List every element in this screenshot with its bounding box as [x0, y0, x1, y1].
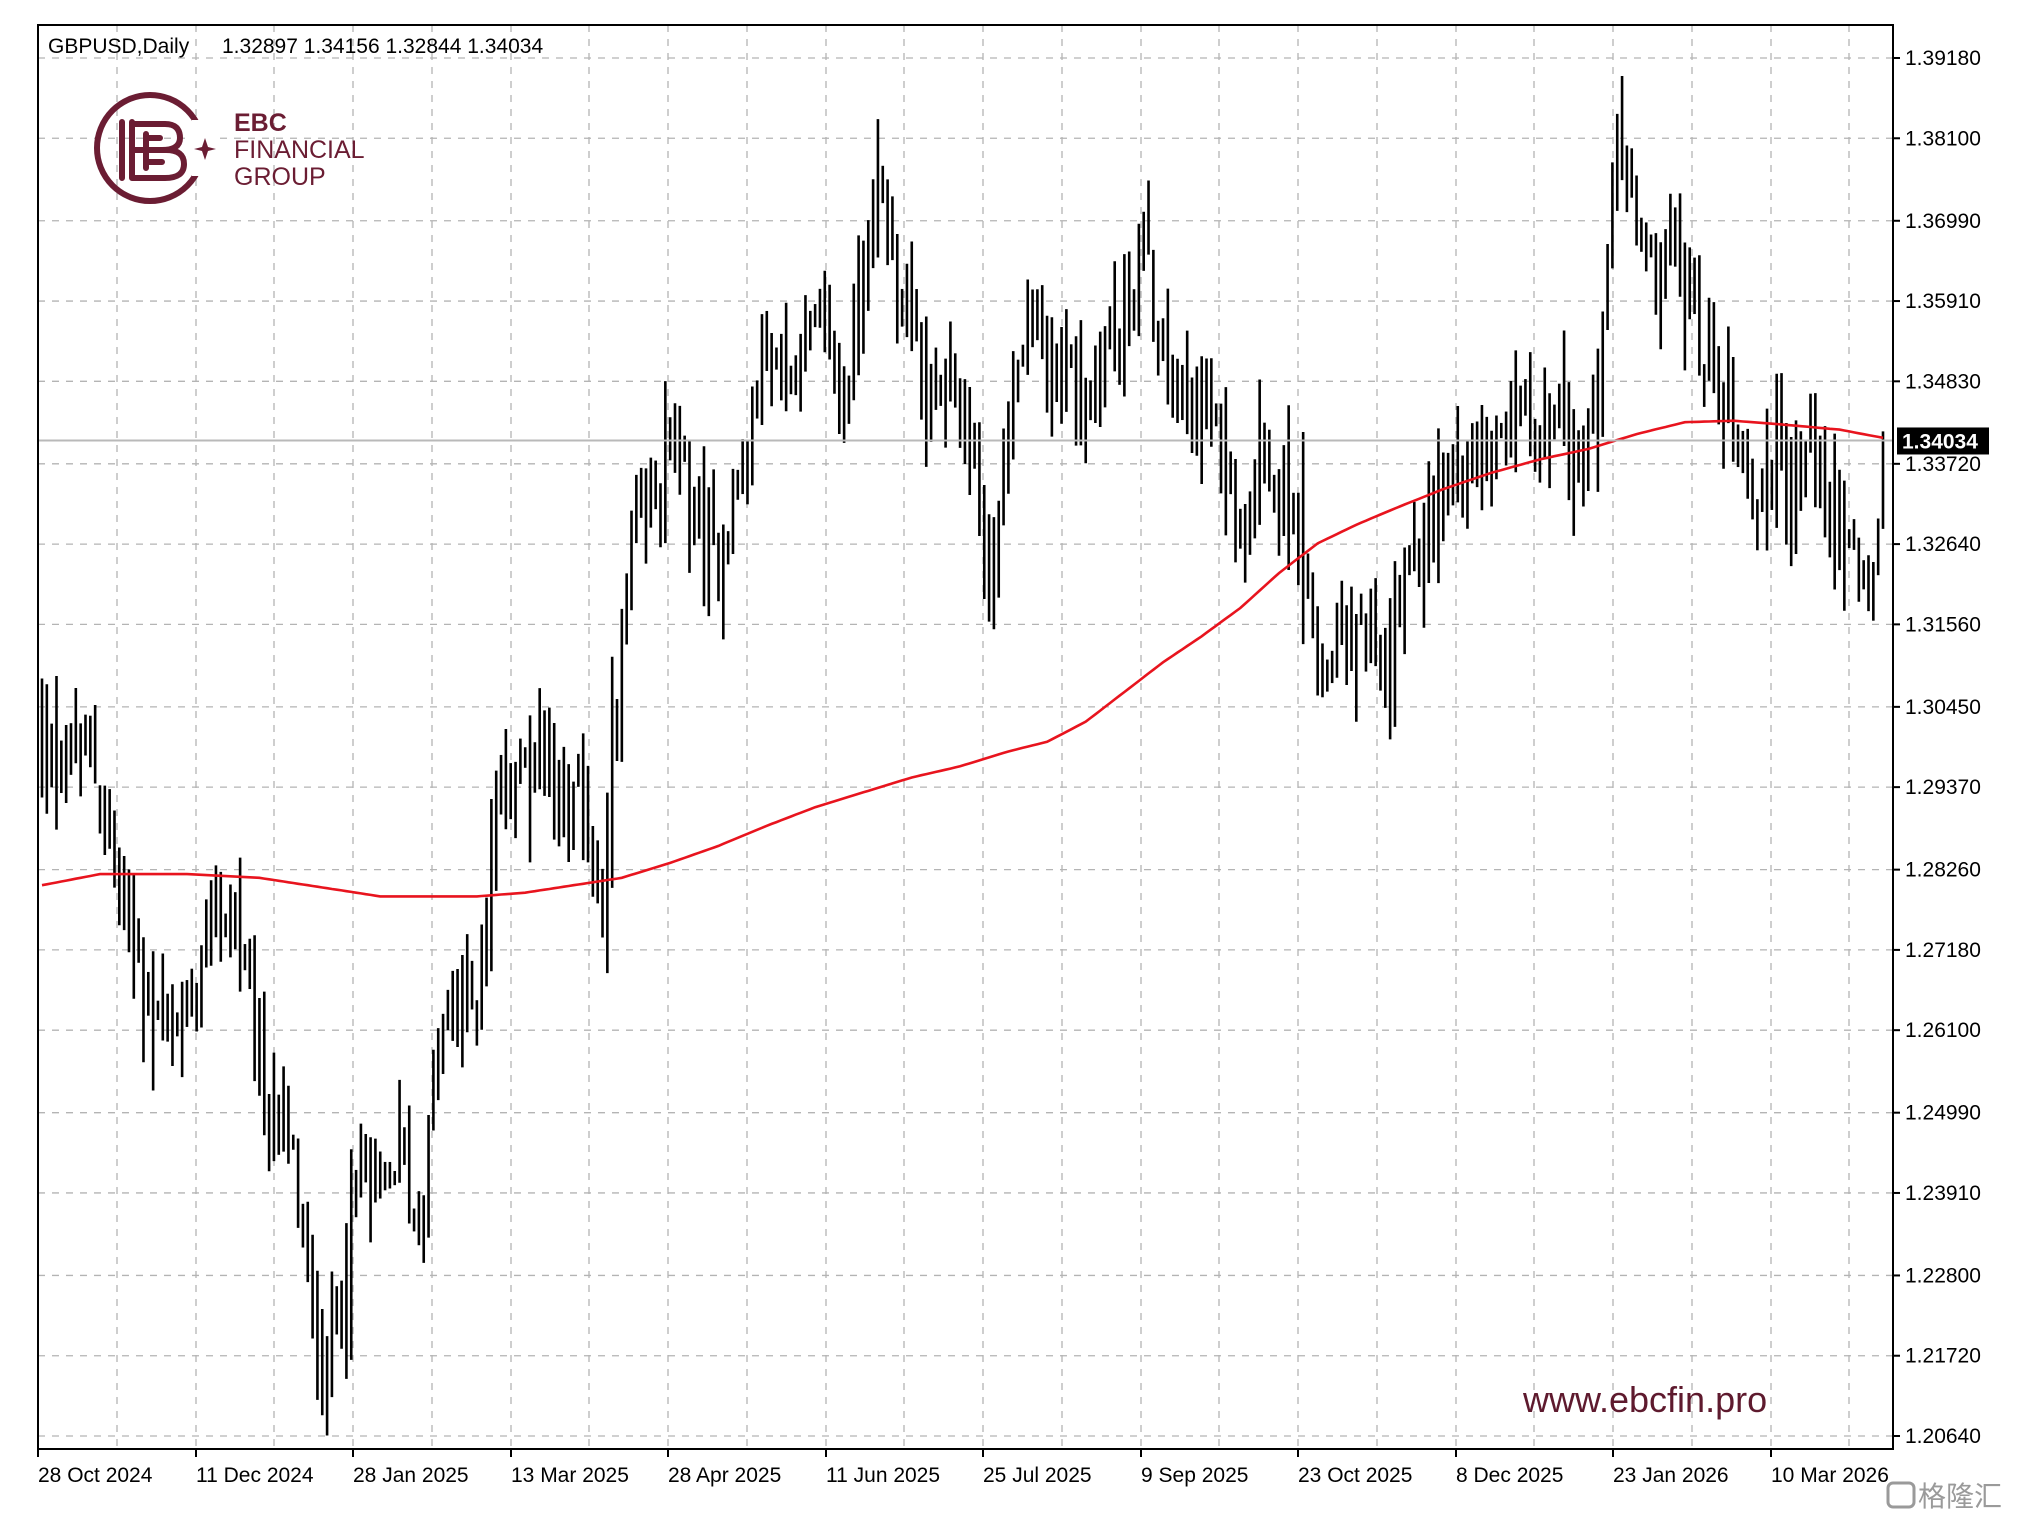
y-tick-label: 1.32640: [1905, 533, 1981, 556]
logo-text-ebc: EBC: [234, 109, 287, 137]
y-tick-label: 1.24990: [1905, 1102, 1981, 1125]
logo-emblem-icon: [94, 92, 216, 204]
x-tick-label: 11 Dec 2024: [196, 1464, 314, 1487]
y-tick-label: 1.35910: [1905, 290, 1981, 313]
x-tick-label: 28 Jan 2025: [353, 1464, 469, 1487]
ohlc-bars: [40, 75, 1885, 1436]
price-axis: 1.39180 1.38100 1.36990 1.35910 1.34830 1.337…: [1893, 47, 1981, 1448]
watermark-logo-icon: [1886, 1481, 1916, 1509]
y-tick-label: 1.34830: [1905, 370, 1981, 393]
watermark-text: 格隆汇: [1918, 1481, 2002, 1512]
y-tick-label: 1.36990: [1905, 210, 1981, 233]
gelonghui-watermark: 格隆汇: [1886, 1481, 2002, 1512]
y-tick-label: 1.22800: [1905, 1264, 1981, 1287]
x-tick-label: 25 Jul 2025: [983, 1464, 1092, 1487]
logo-text-financial: FINANCIAL: [234, 136, 365, 164]
ebc-logo: EBC FINANCIAL GROUP: [94, 92, 365, 204]
logo-text-group: GROUP: [234, 163, 326, 191]
moving-average: [41, 419, 1884, 898]
grid: [38, 25, 1893, 1449]
price-tag-label: 1.34034: [1902, 430, 1978, 453]
ohlc-readout: 1.32897 1.34156 1.32844 1.34034: [222, 35, 543, 58]
y-tick-label: 1.38100: [1905, 127, 1981, 150]
website-watermark: www.ebcfin.pro: [1522, 1379, 1767, 1420]
x-tick-label: 11 Jun 2025: [826, 1464, 940, 1487]
x-tick-label: 10 Mar 2026: [1771, 1464, 1889, 1487]
y-tick-label: 1.33720: [1905, 453, 1981, 476]
y-tick-label: 1.26100: [1905, 1019, 1981, 1042]
x-tick-label: 13 Mar 2025: [511, 1464, 629, 1487]
plot-frame: [37, 24, 1894, 1450]
x-tick-label: 9 Sep 2025: [1141, 1464, 1248, 1487]
y-tick-label: 1.27180: [1905, 939, 1981, 962]
y-tick-label: 1.28260: [1905, 859, 1981, 882]
y-tick-label: 1.31560: [1905, 613, 1981, 636]
y-tick-label: 1.20640: [1905, 1425, 1981, 1448]
time-axis: 28 Oct 2024 11 Dec 2024 28 Jan 2025 13 Mar …: [37, 1449, 1889, 1487]
y-tick-label: 1.39180: [1905, 47, 1981, 70]
x-tick-label: 23 Oct 2025: [1298, 1464, 1412, 1487]
x-tick-label: 23 Jan 2026: [1613, 1464, 1729, 1487]
symbol-label: GBPUSD,Daily: [48, 35, 190, 58]
y-tick-label: 1.30450: [1905, 696, 1981, 719]
price-tag-background: [1897, 427, 1989, 455]
x-tick-label: 8 Dec 2025: [1456, 1464, 1563, 1487]
x-tick-label: 28 Apr 2025: [668, 1464, 781, 1487]
y-tick-label: 1.23910: [1905, 1182, 1981, 1205]
y-tick-label: 1.21720: [1905, 1345, 1981, 1368]
y-tick-label: 1.29370: [1905, 776, 1981, 799]
current-price-tag: 1.34034: [1897, 427, 1989, 455]
x-tick-label: 28 Oct 2024: [38, 1464, 153, 1487]
moving-average-line: [41, 419, 1884, 898]
